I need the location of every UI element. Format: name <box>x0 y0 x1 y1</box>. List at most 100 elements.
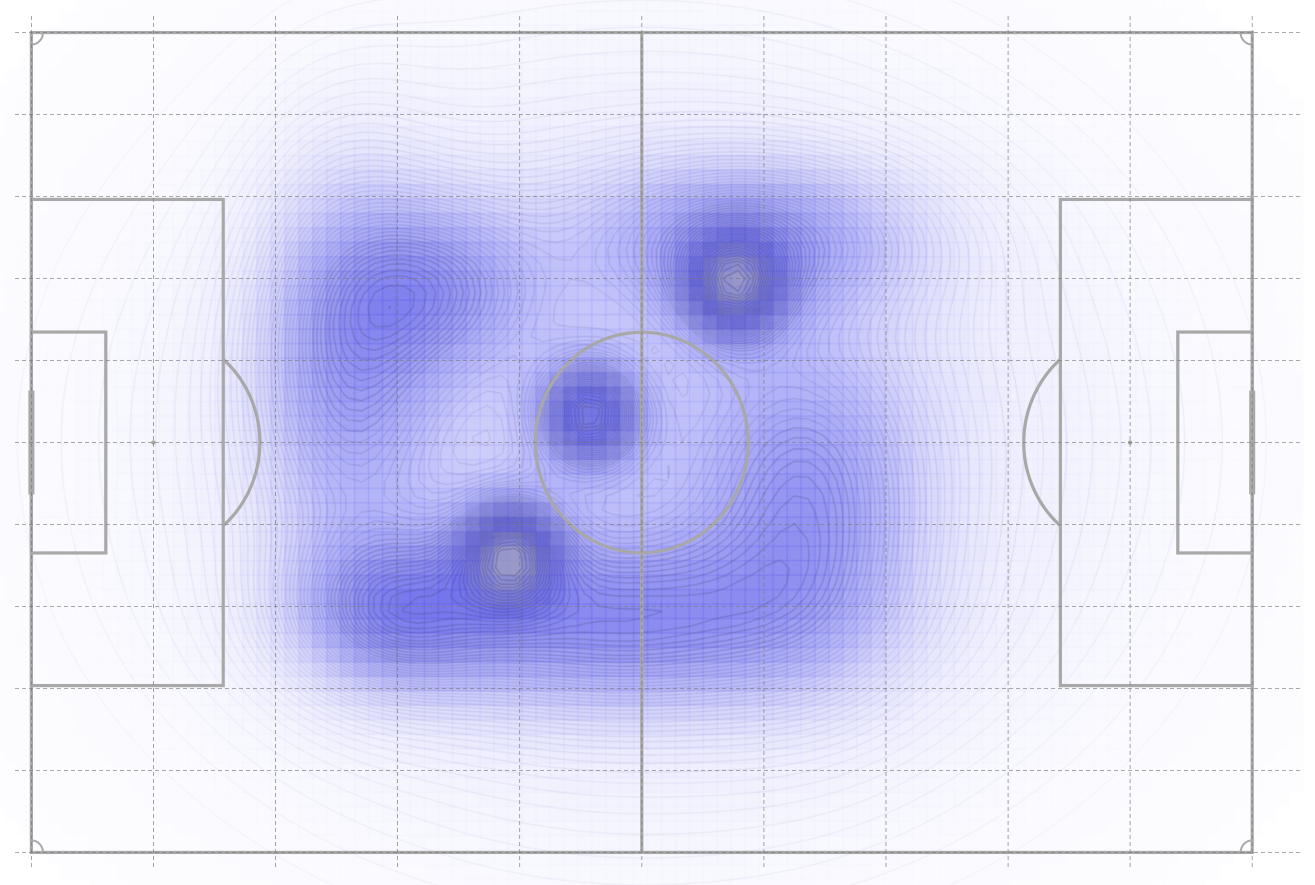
density-cell <box>898 256 914 272</box>
density-cell <box>968 140 983 156</box>
density-cell <box>1065 603 1081 619</box>
density-cell <box>563 502 579 518</box>
density-cell <box>884 733 900 750</box>
density-cell <box>1191 835 1207 851</box>
density-cell <box>982 705 997 721</box>
density-cell <box>1163 213 1179 229</box>
density-cell <box>479 676 495 692</box>
density-cell <box>117 285 132 301</box>
density-cell <box>75 169 90 185</box>
density-cell <box>158 299 174 315</box>
density-cell <box>675 343 690 359</box>
density-cell <box>856 328 872 344</box>
density-cell <box>926 878 941 885</box>
density-cell <box>145 314 160 330</box>
density-cell <box>842 574 858 590</box>
density-cell <box>1121 415 1137 431</box>
density-cell <box>1219 430 1234 446</box>
density-cell <box>1079 314 1095 330</box>
density-cell <box>438 459 453 475</box>
density-cell <box>1261 386 1276 402</box>
density-cell <box>605 835 621 851</box>
density-cell <box>354 256 369 272</box>
density-cell <box>954 415 969 431</box>
density-cell <box>619 415 634 431</box>
density-cell <box>1149 444 1165 460</box>
density-cell <box>982 589 997 605</box>
density-cell <box>228 328 244 344</box>
density-cell <box>368 589 383 605</box>
density-cell <box>1121 372 1137 388</box>
density-cell <box>968 545 983 561</box>
density-cell <box>549 791 565 807</box>
density-cell <box>1191 372 1207 388</box>
density-cell <box>5 459 21 475</box>
density-cell <box>1065 531 1081 547</box>
density-cell <box>1079 618 1095 634</box>
density-cell <box>786 444 802 460</box>
density-cell <box>479 401 495 417</box>
density-cell <box>47 719 62 735</box>
density-cell <box>186 256 202 272</box>
density-cell <box>898 560 914 576</box>
density-cell <box>47 155 62 171</box>
density-cell <box>954 213 969 229</box>
density-cell <box>661 618 676 634</box>
density-cell <box>982 184 997 200</box>
density-cell <box>479 328 495 344</box>
density-cell <box>1219 169 1234 185</box>
density-cell <box>912 647 927 663</box>
density-cell <box>117 545 132 561</box>
density-cell <box>800 748 816 764</box>
density-cell <box>158 386 174 402</box>
density-cell <box>465 488 481 504</box>
density-cell <box>870 733 886 750</box>
density-cell <box>912 184 927 200</box>
density-cell <box>1024 502 1039 518</box>
density-cell <box>772 488 788 504</box>
density-cell <box>312 777 328 793</box>
density-cell <box>1177 372 1193 388</box>
density-cell <box>270 328 286 344</box>
density-cell <box>214 835 230 851</box>
density-cell <box>382 777 397 793</box>
density-cell <box>1149 560 1165 576</box>
density-cell <box>1024 328 1039 344</box>
density-cell <box>1024 285 1039 301</box>
density-cell <box>340 314 355 330</box>
density-cell <box>368 285 383 301</box>
density-cell <box>535 835 551 851</box>
density-cell <box>396 864 411 880</box>
density-cell <box>61 488 76 504</box>
density-cell <box>465 459 481 475</box>
density-cell <box>1219 415 1234 431</box>
density-cell <box>145 676 160 692</box>
density-cell <box>368 473 383 489</box>
density-cell <box>228 791 244 807</box>
density-cell <box>131 473 146 489</box>
density-cell <box>982 560 997 576</box>
density-cell <box>1205 748 1220 764</box>
density-cell <box>1289 647 1304 663</box>
density-cell <box>605 560 621 576</box>
density-cell <box>47 835 62 851</box>
density-cell <box>145 560 160 576</box>
density-cell <box>47 299 62 315</box>
density-cell <box>228 690 244 706</box>
density-cell <box>689 864 704 880</box>
density-cell <box>1037 560 1053 576</box>
density-cell <box>493 169 509 185</box>
density-cell <box>256 227 272 243</box>
density-cell <box>591 777 607 793</box>
density-cell <box>451 314 467 330</box>
density-cell <box>856 357 872 373</box>
density-cell <box>438 198 453 214</box>
density-cell <box>1233 719 1248 735</box>
density-cell <box>758 733 774 750</box>
density-cell <box>186 444 202 460</box>
density-cell <box>270 415 286 431</box>
density-cell <box>703 430 718 446</box>
density-cell <box>884 155 900 171</box>
density-cell <box>744 719 760 735</box>
density-cell <box>1163 806 1179 822</box>
